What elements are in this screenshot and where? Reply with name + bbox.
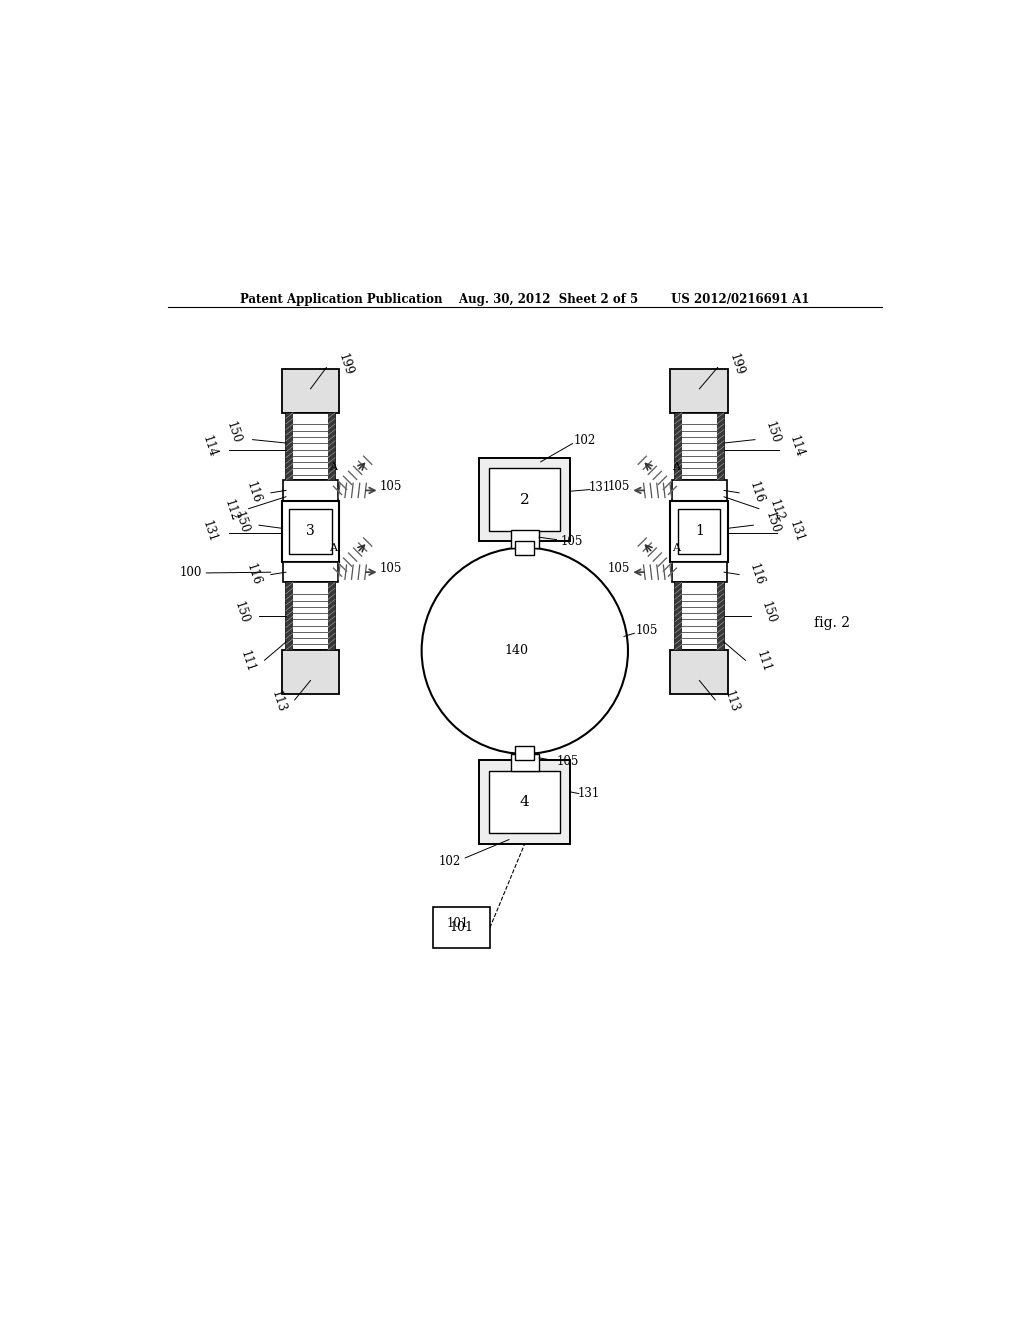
- Circle shape: [422, 548, 628, 754]
- Bar: [479, 458, 570, 541]
- Text: 113: 113: [269, 689, 289, 714]
- Text: 140: 140: [505, 644, 528, 657]
- Bar: [286, 413, 335, 480]
- Bar: [328, 413, 335, 480]
- Bar: [282, 500, 340, 562]
- Text: 150: 150: [759, 601, 778, 626]
- Text: 113: 113: [722, 689, 740, 714]
- Text: 1: 1: [695, 524, 703, 539]
- Text: 101: 101: [446, 917, 468, 931]
- Bar: [671, 370, 728, 413]
- Text: 116: 116: [748, 480, 766, 506]
- Text: A: A: [673, 462, 680, 471]
- Bar: [283, 562, 338, 582]
- Text: 111: 111: [238, 649, 257, 675]
- Text: 131: 131: [589, 480, 611, 494]
- Bar: [675, 582, 682, 649]
- Bar: [675, 413, 682, 480]
- Text: 102: 102: [573, 434, 595, 447]
- Text: 150: 150: [763, 510, 782, 535]
- Bar: [282, 370, 340, 413]
- Bar: [672, 480, 727, 500]
- Bar: [282, 649, 340, 693]
- Text: 199: 199: [727, 352, 746, 378]
- Bar: [511, 531, 539, 548]
- Text: 114: 114: [786, 434, 806, 459]
- Text: A: A: [330, 544, 338, 553]
- Text: 2: 2: [520, 492, 529, 507]
- Text: 112: 112: [767, 498, 786, 523]
- Text: 4: 4: [520, 795, 529, 809]
- Bar: [283, 480, 338, 500]
- Text: 199: 199: [336, 352, 355, 378]
- Text: 105: 105: [608, 480, 631, 492]
- Text: 105: 105: [380, 562, 402, 574]
- Bar: [515, 746, 535, 760]
- Text: 105: 105: [608, 562, 631, 574]
- Bar: [671, 500, 728, 562]
- Bar: [286, 413, 293, 480]
- Text: 116: 116: [748, 562, 766, 587]
- Text: 116: 116: [244, 562, 263, 587]
- Bar: [717, 582, 724, 649]
- Bar: [511, 754, 539, 771]
- Bar: [515, 541, 535, 556]
- Bar: [286, 582, 335, 649]
- Text: 105: 105: [557, 755, 579, 768]
- Text: 102: 102: [438, 854, 461, 867]
- Bar: [489, 469, 560, 531]
- Text: 105: 105: [380, 480, 402, 492]
- Bar: [678, 508, 721, 554]
- Text: 112: 112: [221, 498, 241, 523]
- Text: 131: 131: [200, 519, 219, 544]
- Text: 131: 131: [786, 519, 806, 544]
- Text: 150: 150: [231, 601, 251, 626]
- Text: fig. 2: fig. 2: [814, 616, 851, 630]
- Bar: [286, 582, 293, 649]
- Bar: [489, 771, 560, 833]
- Bar: [717, 413, 724, 480]
- Text: 105: 105: [560, 535, 583, 548]
- Bar: [672, 562, 727, 582]
- Text: 101: 101: [450, 921, 473, 935]
- Text: 105: 105: [636, 624, 658, 638]
- Bar: [671, 649, 728, 693]
- Text: Patent Application Publication    Aug. 30, 2012  Sheet 2 of 5        US 2012/021: Patent Application Publication Aug. 30, …: [240, 293, 810, 306]
- Text: 3: 3: [306, 524, 315, 539]
- Text: A: A: [330, 462, 338, 471]
- Bar: [433, 907, 489, 948]
- Text: 114: 114: [200, 434, 219, 459]
- Text: 150: 150: [763, 420, 782, 446]
- Bar: [328, 582, 335, 649]
- Text: 100: 100: [179, 566, 202, 579]
- Bar: [479, 760, 570, 843]
- Text: 111: 111: [754, 649, 772, 675]
- Bar: [675, 582, 724, 649]
- Text: 116: 116: [244, 480, 263, 506]
- Text: 150: 150: [231, 510, 251, 535]
- Text: A: A: [673, 544, 680, 553]
- Text: 150: 150: [224, 420, 243, 446]
- Text: 131: 131: [578, 787, 599, 800]
- Bar: [675, 413, 724, 480]
- Bar: [290, 508, 332, 554]
